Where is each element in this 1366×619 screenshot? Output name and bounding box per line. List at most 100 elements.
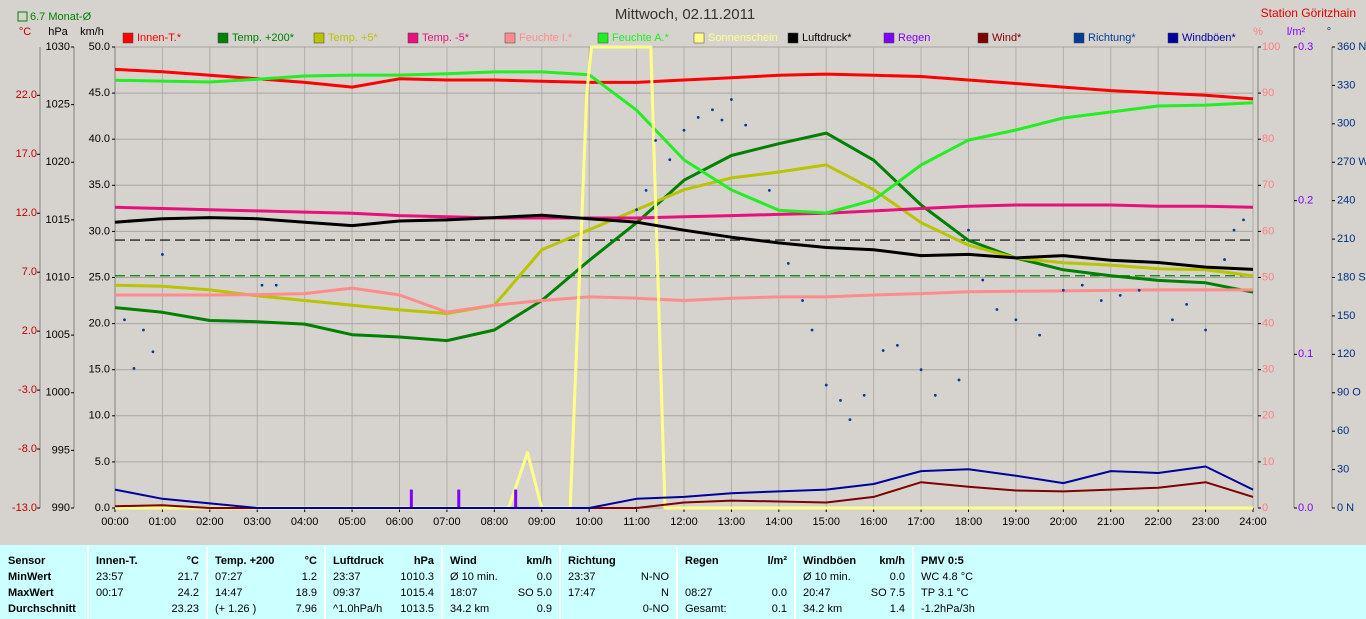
- stats-header: hPa: [414, 555, 435, 567]
- y-tick-label: 20: [1262, 410, 1274, 422]
- stats-header: Innen-T.: [96, 555, 138, 567]
- series-line: [114, 67, 1254, 101]
- direction-point: [744, 123, 748, 127]
- stats-cell: Ø 10 min.: [803, 571, 851, 583]
- stats-cell: 0.9: [537, 603, 552, 615]
- y-tick-label: 0 N: [1337, 502, 1354, 514]
- legend-label: Sonnenschein: [708, 32, 778, 44]
- x-tick-label: 14:00: [765, 516, 793, 528]
- direction-point: [644, 189, 648, 192]
- direction-point: [1038, 333, 1042, 337]
- x-tick-label: 04:00: [291, 516, 319, 528]
- direction-point: [824, 383, 828, 387]
- y-tick-label: 100: [1262, 41, 1280, 53]
- monthly-avg-label: 6.7 Monat-Ø: [30, 11, 92, 23]
- x-tick-label: 05:00: [338, 516, 366, 528]
- y-tick-label: 7.0: [22, 266, 37, 278]
- direction-point: [1137, 288, 1141, 292]
- legend-label: Innen-T.*: [137, 32, 182, 44]
- direction-point: [1170, 318, 1174, 322]
- legend-label: Temp. +5*: [328, 32, 379, 44]
- y-tick-label: 1025: [46, 99, 70, 111]
- stats-header: l/m²: [767, 555, 787, 567]
- series-line: [114, 203, 1254, 220]
- direction-point: [654, 139, 657, 142]
- y-tick-label: -3.0: [18, 384, 37, 396]
- legend-swatch: [313, 32, 325, 44]
- stats-cell: 18:07: [450, 587, 478, 599]
- y-tick-label: 30: [1337, 463, 1349, 475]
- direction-point: [730, 98, 733, 101]
- legend-label: Luftdruck*: [802, 32, 852, 44]
- legend-swatch: [122, 32, 134, 44]
- direction-point: [260, 283, 264, 287]
- direction-point: [274, 283, 278, 287]
- y-tick-label: 12.0: [16, 207, 37, 219]
- monthly-avg-icon: [17, 11, 28, 22]
- direction-point: [967, 228, 970, 232]
- legend-label: Feuchte I.*: [519, 32, 573, 44]
- y-tick-label: 35.0: [89, 179, 110, 191]
- legend-swatch: [787, 32, 799, 44]
- y-tick-label: 180 S: [1337, 271, 1366, 283]
- direction-point: [1242, 218, 1245, 222]
- x-tick-label: 22:00: [1144, 516, 1172, 528]
- legend-swatch: [217, 32, 229, 44]
- x-tick-label: 06:00: [386, 516, 414, 528]
- legend-swatch: [1167, 32, 1179, 44]
- y-tick-label: 2.0: [22, 325, 37, 337]
- x-tick-label: 08:00: [481, 516, 509, 528]
- y-tick-label: 210: [1337, 233, 1355, 245]
- legend-label: Regen: [898, 32, 930, 44]
- x-tick-label: 24:00: [1239, 516, 1267, 528]
- axis-unit: hPa: [48, 26, 68, 38]
- y-tick-label: 30: [1262, 364, 1274, 376]
- rain-bar: [514, 489, 518, 508]
- y-tick-label: 0.1: [1298, 348, 1313, 360]
- stats-cell: 23.23: [171, 603, 199, 615]
- stats-header: Regen: [685, 555, 719, 567]
- y-tick-label: 0.0: [95, 502, 110, 514]
- direction-point: [1014, 318, 1018, 322]
- y-tick-label: 0: [1262, 502, 1268, 514]
- direction-point: [839, 399, 842, 402]
- legend-label: Temp. +200*: [232, 32, 295, 44]
- stats-cell: 0.1: [772, 603, 787, 615]
- stats-cell: 09:37: [333, 587, 361, 599]
- stats-header: km/h: [526, 555, 552, 567]
- direction-point: [142, 328, 145, 332]
- stats-cell: 14:47: [215, 587, 243, 599]
- stats-cell: 23:37: [333, 571, 361, 583]
- direction-point: [895, 343, 899, 347]
- y-tick-label: 90: [1262, 87, 1274, 99]
- stats-cell: Ø 10 min.: [450, 571, 498, 583]
- y-tick-label: 1030: [46, 41, 70, 53]
- x-tick-label: 03:00: [243, 516, 271, 528]
- y-tick-label: 25.0: [89, 271, 110, 283]
- x-tick-label: 13:00: [718, 516, 746, 528]
- y-tick-label: 90 O: [1337, 387, 1361, 399]
- series-line: [114, 213, 1254, 271]
- direction-point: [151, 350, 155, 354]
- y-tick-label: 10: [1262, 456, 1274, 468]
- direction-point: [801, 299, 804, 302]
- stats-cell: 07:27: [215, 571, 243, 583]
- x-tick-label: 23:00: [1192, 516, 1220, 528]
- stats-row-label: Sensor: [8, 555, 46, 567]
- stats-header: Temp. +200: [215, 555, 274, 567]
- y-tick-label: 240: [1337, 195, 1355, 207]
- legend-swatch: [1073, 32, 1085, 44]
- x-tick-label: 09:00: [528, 516, 556, 528]
- direction-point: [1061, 288, 1065, 292]
- y-tick-label: 20.0: [89, 318, 110, 330]
- x-tick-label: 16:00: [860, 516, 888, 528]
- direction-point: [848, 418, 852, 422]
- stats-cell: 34.2 km: [803, 603, 842, 615]
- stats-cell: N: [661, 587, 669, 599]
- x-tick-label: 21:00: [1097, 516, 1125, 528]
- y-tick-label: 0.2: [1298, 195, 1313, 207]
- rain-bar: [457, 489, 461, 508]
- stats-cell: 0.0: [772, 587, 787, 599]
- direction-point: [682, 128, 686, 132]
